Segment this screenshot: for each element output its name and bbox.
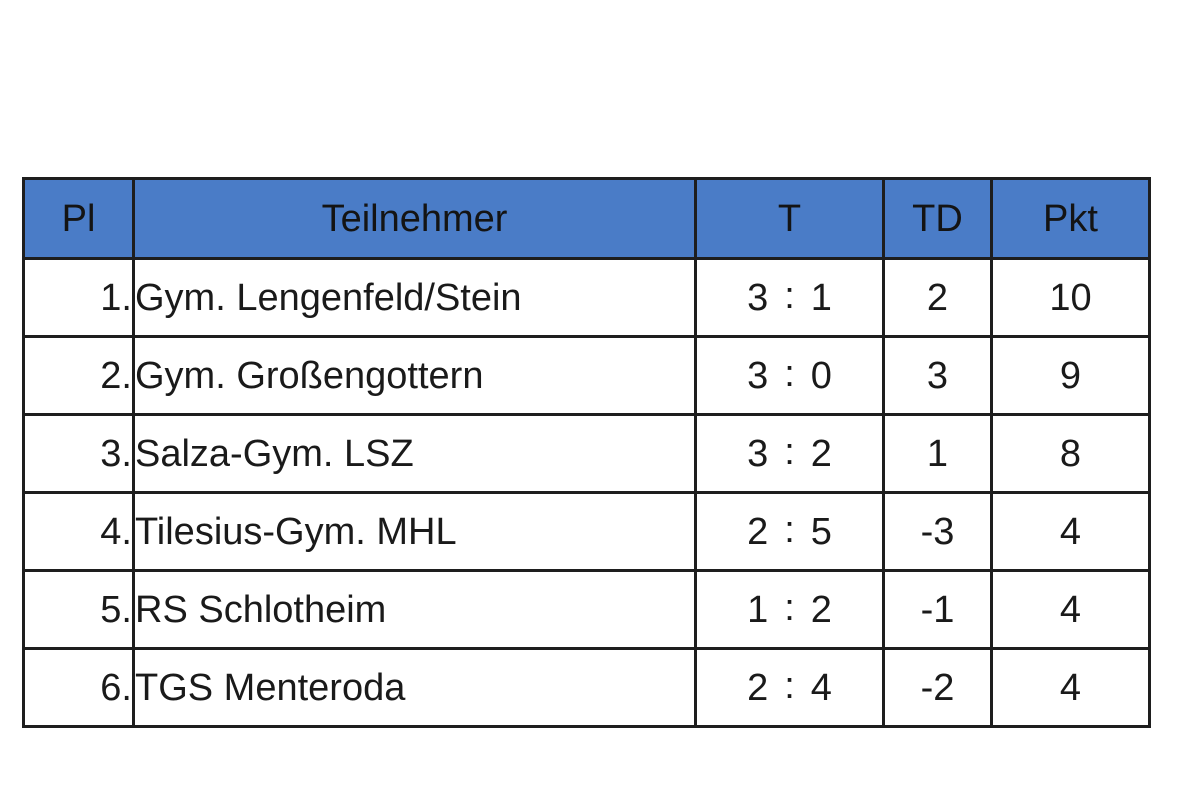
t-for: 1 (747, 588, 769, 631)
t-against: 1 (810, 276, 832, 319)
header-t: T (694, 177, 885, 260)
td-cell: -1 (882, 569, 993, 650)
header-pkt: Pkt (990, 177, 1151, 260)
pkt-cell: 4 (990, 647, 1151, 728)
t-score-cell: 2:5 (694, 491, 885, 572)
td-cell: 3 (882, 335, 993, 416)
participant-cell: Gym. Lengenfeld/Stein (132, 257, 697, 338)
pkt-cell: 4 (990, 491, 1151, 572)
t-against: 2 (810, 588, 832, 631)
t-separator: : (784, 430, 795, 473)
t-against: 5 (810, 510, 832, 553)
place-cell: 6. (22, 647, 135, 728)
participant-cell: RS Schlotheim (132, 569, 697, 650)
t-separator: : (784, 508, 795, 551)
standings-table-container: Pl Teilnehmer T TD Pkt 1. Gym. Lengenfel… (22, 177, 1151, 728)
t-for: 3 (747, 432, 769, 475)
t-for: 3 (747, 276, 769, 319)
pkt-cell: 10 (990, 257, 1151, 338)
table-row: 5. RS Schlotheim 1:2 -1 4 (22, 569, 1151, 650)
pkt-cell: 8 (990, 413, 1151, 494)
t-against: 2 (810, 432, 832, 475)
td-cell: -3 (882, 491, 993, 572)
t-score-cell: 3:0 (694, 335, 885, 416)
t-score-cell: 2:4 (694, 647, 885, 728)
t-score-cell: 3:1 (694, 257, 885, 338)
t-for: 2 (747, 666, 769, 709)
t-separator: : (784, 664, 795, 707)
participant-cell: Salza-Gym. LSZ (132, 413, 697, 494)
pkt-cell: 9 (990, 335, 1151, 416)
participant-cell: Gym. Großengottern (132, 335, 697, 416)
td-cell: 2 (882, 257, 993, 338)
t-separator: : (784, 586, 795, 629)
t-score-cell: 3:2 (694, 413, 885, 494)
table-row: 2. Gym. Großengottern 3:0 3 9 (22, 335, 1151, 416)
table-row: 3. Salza-Gym. LSZ 3:2 1 8 (22, 413, 1151, 494)
pkt-cell: 4 (990, 569, 1151, 650)
place-cell: 1. (22, 257, 135, 338)
place-cell: 2. (22, 335, 135, 416)
header-td: TD (882, 177, 993, 260)
table-row: 1. Gym. Lengenfeld/Stein 3:1 2 10 (22, 257, 1151, 338)
t-score-cell: 1:2 (694, 569, 885, 650)
table-header: Pl Teilnehmer T TD Pkt (22, 177, 1151, 260)
place-cell: 3. (22, 413, 135, 494)
t-separator: : (784, 274, 795, 317)
t-against: 0 (810, 354, 832, 397)
table-row: 4. Tilesius-Gym. MHL 2:5 -3 4 (22, 491, 1151, 572)
participant-cell: TGS Menteroda (132, 647, 697, 728)
place-cell: 5. (22, 569, 135, 650)
participant-cell: Tilesius-Gym. MHL (132, 491, 697, 572)
standings-table: Pl Teilnehmer T TD Pkt 1. Gym. Lengenfel… (22, 177, 1151, 728)
table-row: 6. TGS Menteroda 2:4 -2 4 (22, 647, 1151, 728)
table-body: 1. Gym. Lengenfeld/Stein 3:1 2 10 2. Gym… (22, 257, 1151, 728)
td-cell: 1 (882, 413, 993, 494)
td-cell: -2 (882, 647, 993, 728)
header-participant: Teilnehmer (132, 177, 697, 260)
header-row: Pl Teilnehmer T TD Pkt (22, 177, 1151, 260)
place-cell: 4. (22, 491, 135, 572)
header-place: Pl (22, 177, 135, 260)
t-against: 4 (810, 666, 832, 709)
t-for: 3 (747, 354, 769, 397)
t-for: 2 (747, 510, 769, 553)
t-separator: : (784, 352, 795, 395)
